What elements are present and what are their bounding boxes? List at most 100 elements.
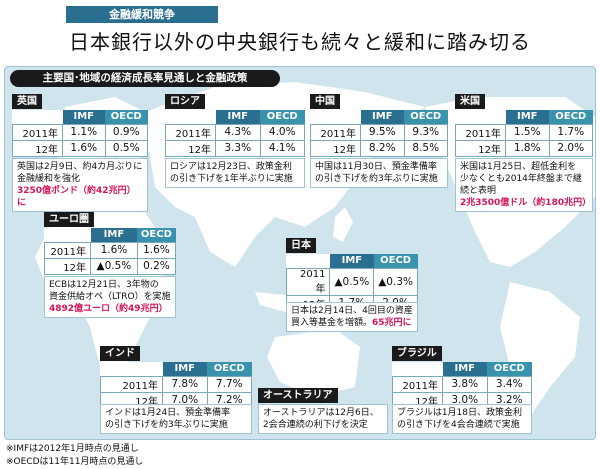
growth-table: IMF OECD 2011年 1.6% 1.6% 12年 ▲0.5% 0.2% [44, 228, 177, 275]
oecd-cell: 9.3% [403, 123, 448, 141]
imf-cell: 8.2% [360, 139, 405, 157]
region-label: 英国 [12, 94, 42, 109]
category-tag: 金融緩和競争 [66, 6, 218, 23]
note-line-text: 買入等基金を増額。 [291, 318, 373, 328]
oecd-cell: 0.2% [136, 257, 177, 275]
region-panel-japan: 日本 IMF OECD 2011年 ▲0.5% ▲0.3% 12年 1.7% 2… [285, 238, 418, 332]
header-oecd: OECD [105, 110, 148, 124]
imf-cell: ▲0.5% [329, 267, 375, 296]
policy-note: ブラジルは1月18日、政策金利 の引き下げを4会合連続で実施 [392, 404, 532, 434]
header-blank [13, 110, 63, 124]
header-blank [287, 254, 330, 268]
imf-cell: 3.3% [215, 139, 261, 157]
table-header: IMF OECD [311, 110, 448, 124]
table-header: IMF OECD [13, 110, 148, 124]
region-label: 中国 [310, 94, 340, 109]
year-cell: 12年 [310, 139, 361, 157]
section-subhead: 主要国･地域の経済成長率見通しと金融政策 [10, 70, 280, 87]
note-highlight: 4892億ユーロ（約49兆円） [49, 304, 168, 314]
year-cell: 12年 [455, 139, 506, 157]
note-highlight: 65兆円に [372, 318, 412, 328]
note-line: の引き下げを約3年ぶりに実施 [105, 420, 228, 430]
header-imf: IMF [505, 110, 549, 124]
policy-note: 米国は1月25日、超低金利を 少なくとも2014年終盤まで継 続と表明 2兆35… [455, 158, 593, 212]
growth-table: IMF OECD 2011年 9.5% 9.3% 12年 8.2% 8.5% [310, 110, 448, 157]
oecd-cell: 1.6% [136, 241, 177, 259]
region-panel-china: 中国 IMF OECD 2011年 9.5% 9.3% 12年 8.2% 8.5… [310, 94, 448, 188]
year-cell: 12年 [12, 139, 63, 157]
policy-note: 中国は11月30日、預金準備率 の引き下げを約3年ぶりに実施 [310, 158, 448, 188]
australia-landmass [267, 329, 360, 397]
region-label: 米国 [455, 94, 485, 109]
header-oecd: OECD [137, 228, 176, 242]
header-imf: IMF [360, 110, 404, 124]
header-blank [45, 228, 91, 242]
header-blank [456, 110, 506, 124]
growth-table: IMF OECD 2011年 4.3% 4.0% 12年 3.3% 4.1% [165, 110, 305, 157]
oecd-cell: 2.0% [548, 139, 593, 157]
table-row: 2011年 ▲0.5% ▲0.3% [285, 267, 418, 296]
year-cell: 2011年 [310, 123, 361, 141]
policy-note: インドは1月24日、預金準備率 の引き下げを約3年ぶりに実施 [100, 404, 252, 434]
imf-cell: 9.5% [360, 123, 405, 141]
region-label: 日本 [286, 238, 316, 253]
header-oecd: OECD [373, 254, 418, 268]
note-highlight: 2兆3500億ドル（約180兆円） [460, 198, 592, 208]
table-row: 12年 1.8% 2.0% [455, 139, 593, 157]
region-label: ブラジル [392, 346, 442, 361]
oecd-cell: 0.9% [104, 123, 148, 141]
year-cell: 2011年 [44, 241, 91, 259]
japan-landmass [333, 207, 353, 242]
table-row: 2011年 9.5% 9.3% [310, 123, 448, 141]
policy-note: オーストラリアは12月6日、 2会合連続の利下げを決定 [258, 404, 388, 434]
oecd-cell: 4.0% [259, 123, 305, 141]
imf-cell: 3.8% [442, 375, 488, 393]
note-line: 2会合連続の利下げを決定 [263, 420, 368, 430]
region-label: インド [100, 346, 140, 361]
note-line: ロシアは12月23日、政策金利 [170, 162, 292, 172]
year-cell: 12年 [44, 257, 91, 275]
imf-cell: 1.8% [505, 139, 550, 157]
note-line: の引き下げを1年半ぶりに実施 [170, 174, 293, 184]
note-line: の引き下げを4会合連続で実施 [397, 420, 520, 430]
header-blank [393, 362, 443, 376]
note-line: 続と表明 [460, 186, 497, 196]
note-line: ブラジルは1月18日、政策金利 [397, 408, 522, 418]
table-row: 2011年 4.3% 4.0% [165, 123, 305, 141]
note-line: 少なくとも2014年終盤まで継 [460, 174, 582, 184]
growth-table: IMF OECD 2011年 7.8% 7.7% 12年 7.0% 7.2% [100, 362, 252, 409]
table-row: 2011年 3.8% 3.4% [392, 375, 532, 393]
year-cell: 2011年 [100, 375, 163, 393]
table-header: IMF OECD [45, 228, 176, 242]
header-blank [166, 110, 216, 124]
table-row: 2011年 7.8% 7.7% [100, 375, 252, 393]
table-header: IMF OECD [456, 110, 593, 124]
year-cell: 2011年 [12, 123, 63, 141]
oecd-cell: 8.5% [403, 139, 448, 157]
header-imf: IMF [90, 228, 138, 242]
table-row: 12年 1.6% 0.5% [12, 139, 148, 157]
note-line: インドは1月24日、預金準備率 [105, 408, 231, 418]
year-cell: 12年 [165, 139, 216, 157]
header-imf: IMF [62, 110, 105, 124]
oecd-cell: 3.4% [486, 375, 532, 393]
region-panel-euro: ユーロ圏 IMF OECD 2011年 1.6% 1.6% 12年 ▲0.5% … [44, 212, 177, 318]
table-header: IMF OECD [166, 110, 305, 124]
header-oecd: OECD [207, 362, 252, 376]
region-panel-brazil: ブラジル IMF OECD 2011年 3.8% 3.4% 12年 3.0% 3… [392, 346, 532, 434]
header-oecd: OECD [549, 110, 593, 124]
policy-note: 英国は2月9日、約4カ月ぶりに 金融緩和を強化 3250億ポンド（約42兆円）に [12, 158, 148, 212]
imf-cell: 1.6% [90, 241, 138, 259]
region-panel-india: インド IMF OECD 2011年 7.8% 7.7% 12年 7.0% 7.… [100, 346, 252, 434]
region-panel-us: 米国 IMF OECD 2011年 1.5% 1.7% 12年 1.8% 2.0… [455, 94, 593, 212]
policy-note: ロシアは12月23日、政策金利 の引き下げを1年半ぶりに実施 [165, 158, 305, 188]
note-line: の引き下げを約3年ぶりに実施 [315, 174, 438, 184]
table-header: IMF OECD [393, 362, 532, 376]
oecd-cell: 0.5% [104, 139, 148, 157]
table-header: IMF OECD [287, 254, 418, 268]
growth-table: IMF OECD 2011年 1.5% 1.7% 12年 1.8% 2.0% [455, 110, 593, 157]
imf-cell: 4.3% [215, 123, 261, 141]
note-line: 英国は2月9日、約4カ月ぶりに [17, 162, 143, 172]
year-cell: 2011年 [455, 123, 506, 141]
